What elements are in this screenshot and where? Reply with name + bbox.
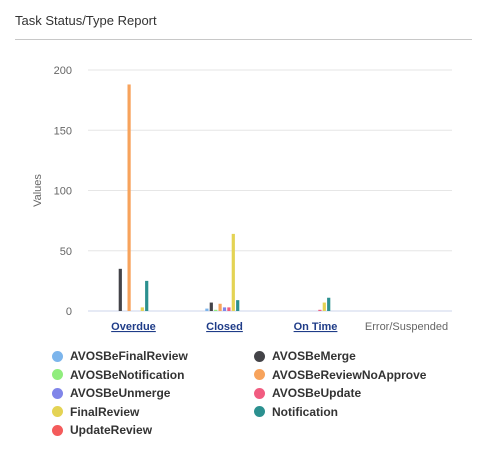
legend-item[interactable]: Notification (254, 405, 338, 419)
legend-swatch-icon (52, 406, 63, 417)
bar (322, 302, 326, 311)
legend-item[interactable]: UpdateReview (52, 423, 152, 437)
bar (145, 280, 149, 311)
y-tick-label: 150 (54, 125, 72, 137)
legend-item[interactable]: FinalReview (52, 405, 139, 419)
bar (227, 307, 231, 311)
legend-swatch-icon (254, 369, 265, 380)
legend-label: AVOSBeNotification (70, 367, 185, 382)
bar (118, 268, 122, 311)
y-tick-label: 100 (54, 186, 72, 198)
legend-label: AVOSBeUpdate (272, 386, 362, 400)
x-category-label[interactable]: Overdue (111, 321, 156, 333)
y-tick-label: 50 (60, 246, 72, 258)
bar-chart: 0 50 100 150 200 Values Overdue Closed On Time Er… (32, 65, 452, 333)
y-tick-label: 0 (66, 306, 72, 318)
bar (140, 307, 144, 311)
legend-label: FinalReview (70, 404, 140, 419)
legend-item[interactable]: AVOSBeMerge (254, 349, 356, 363)
y-tick-label: 200 (54, 65, 72, 77)
bar (318, 309, 322, 311)
bar (218, 303, 222, 311)
legend-swatch-icon (52, 387, 63, 399)
legend-label: AVOSBeMerge (272, 349, 356, 363)
legend-item[interactable]: AVOSBeFinalReview (52, 349, 188, 363)
y-axis-title: Values (32, 174, 44, 207)
legend-item[interactable]: AVOSBeUpdate (254, 386, 361, 400)
legend-label: AVOSBeUnmerge (70, 386, 171, 400)
panel-title: Task Status/Type Report (15, 13, 157, 28)
legend-item[interactable]: AVOSBeUnmerge (52, 386, 170, 400)
x-category-label[interactable]: On Time (294, 321, 338, 333)
legend-swatch-icon (52, 424, 63, 436)
legend-label: Notification (272, 404, 338, 419)
legend-item[interactable]: AVOSBeNotification (52, 368, 184, 382)
bar (236, 300, 240, 311)
title-divider (15, 39, 472, 40)
legend-swatch-icon (254, 406, 265, 417)
legend-swatch-icon (254, 350, 265, 362)
bar (222, 307, 227, 311)
legend-label: UpdateReview (70, 423, 153, 437)
bar (327, 297, 331, 311)
x-category-label: Error/Suspended (365, 321, 448, 333)
legend-label: AVOSBeReviewNoApprove (272, 367, 427, 382)
legend-swatch-icon (52, 369, 63, 380)
bar (214, 309, 218, 311)
x-category-label[interactable]: Closed (206, 321, 243, 333)
legend-item[interactable]: AVOSBeReviewNoApprove (254, 368, 426, 382)
bar (205, 308, 209, 311)
legend-swatch-icon (254, 387, 265, 399)
legend-label: AVOSBeFinalReview (70, 349, 188, 363)
legend-swatch-icon (52, 350, 63, 362)
bar (231, 233, 235, 311)
bar (209, 302, 213, 311)
bar (127, 84, 131, 312)
